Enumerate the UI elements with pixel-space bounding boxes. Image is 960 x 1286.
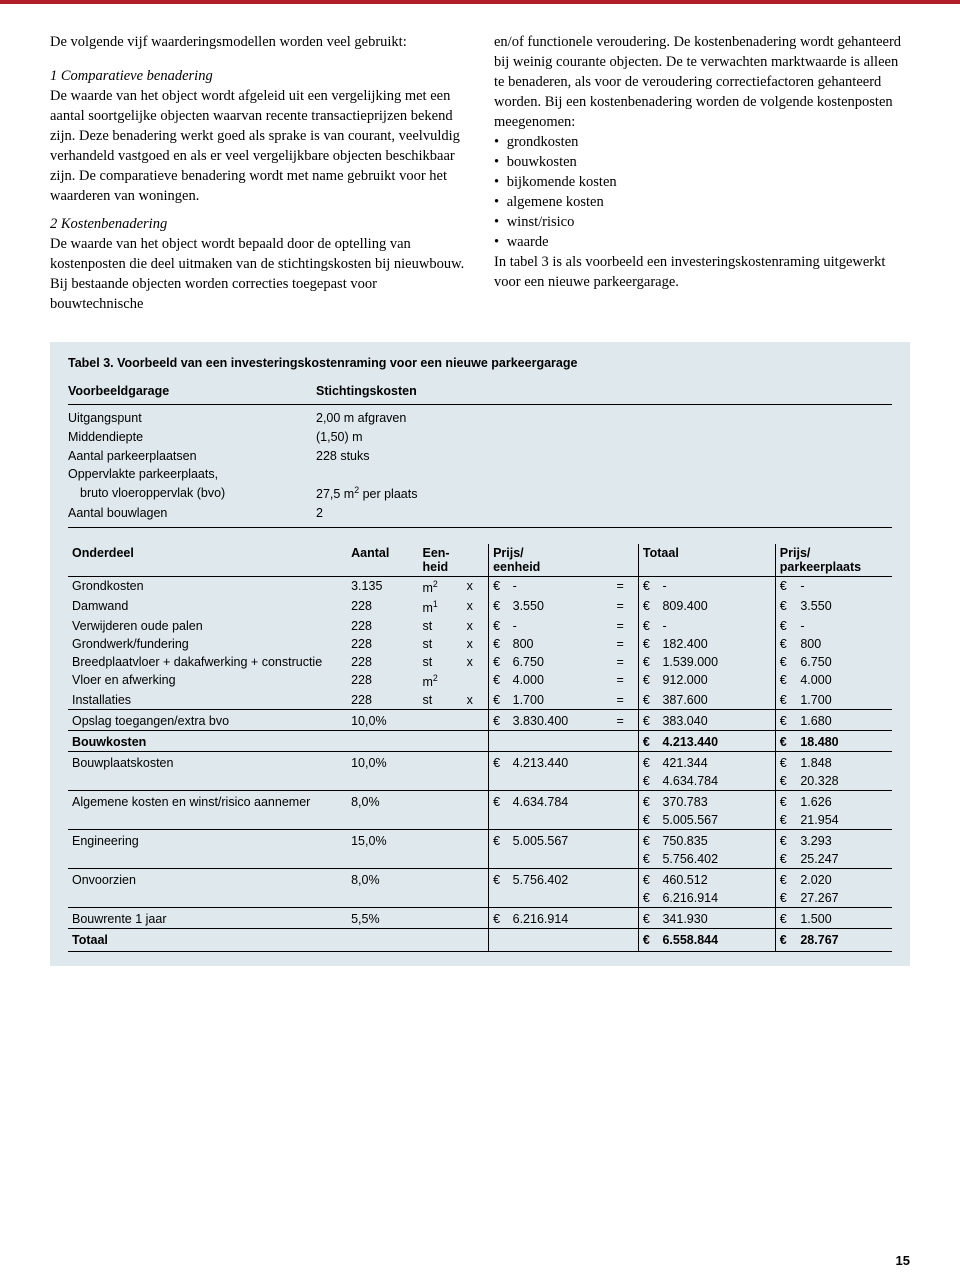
right-p2: In tabel 3 is als voorbeeld een invester…	[494, 252, 910, 292]
assump-value: 2,00 m afgraven	[316, 409, 406, 428]
assump-value: 228 stuks	[316, 447, 370, 466]
table-row: Engineering15,0%€5.005.567€750.835€3.293	[68, 830, 892, 851]
assump-label: Aantal parkeerplaatsen	[68, 447, 316, 466]
bullet-item: bijkomende kosten	[494, 172, 910, 192]
hdr-pp: Prijs/parkeerplaats	[775, 544, 892, 577]
body-columns: De volgende vijf waarderingsmodellen wor…	[50, 32, 910, 314]
hdr-eenheid: Een-heid	[419, 544, 489, 577]
bullet-item: algemene kosten	[494, 192, 910, 212]
bullet-item: waarde	[494, 232, 910, 252]
table-row-sub: €4.634.784€20.328	[68, 772, 892, 791]
assump-label: Aantal bouwlagen	[68, 504, 316, 523]
table-row: Bouwplaatskosten10,0%€4.213.440€421.344€…	[68, 752, 892, 773]
table-row-sub: €5.756.402€25.247	[68, 850, 892, 869]
right-p1: en/of functionele veroudering. De kosten…	[494, 32, 910, 132]
table-row: Verwijderen oude palen228stx€-=€-€-	[68, 617, 892, 635]
hdr-onderdeel: Onderdeel	[68, 544, 347, 577]
section2-heading: 2 Kostenbenadering	[50, 216, 167, 232]
left-column: De volgende vijf waarderingsmodellen wor…	[50, 32, 466, 314]
right-column: en/of functionele veroudering. De kosten…	[494, 32, 910, 314]
section2-body: De waarde van het object wordt bepaald d…	[50, 236, 464, 312]
cost-header-row: Onderdeel Aantal Een-heid Prijs/eenheid …	[68, 544, 892, 577]
table-row: Breedplaatvloer + dakafwerking + constru…	[68, 653, 892, 671]
hdr-prijs: Prijs/eenheid	[489, 544, 639, 577]
assump-label-indent: bruto vloeroppervlak (bvo)	[68, 484, 316, 504]
table-title: Tabel 3. Voorbeeld van een investeringsk…	[68, 356, 892, 370]
bullet-item: grondkosten	[494, 132, 910, 152]
table-row: Grondwerk/fundering228stx€800=€182.400€8…	[68, 635, 892, 653]
table-row: Damwand228m1x€3.550=€809.400€3.550	[68, 597, 892, 617]
subhead-right: Stichtingskosten	[316, 384, 417, 398]
assumptions-block: Uitgangspunt2,00 m afgraven Middendiepte…	[68, 409, 892, 523]
section1-heading: 1 Comparatieve benadering	[50, 68, 213, 84]
bullet-item: bouwkosten	[494, 152, 910, 172]
table-row: Algemene kosten en winst/risico aannemer…	[68, 791, 892, 812]
bullet-list: grondkosten bouwkosten bijkomende kosten…	[494, 132, 910, 252]
table-row: Grondkosten3.135m2x€-=€-€-	[68, 577, 892, 597]
table-row-totaal: Totaal€6.558.844€28.767	[68, 929, 892, 952]
table-row: Onvoorzien8,0%€5.756.402€460.512€2.020	[68, 869, 892, 890]
subhead-left: Voorbeeldgarage	[68, 384, 316, 398]
table-row-bouwkosten: Bouwkosten€4.213.440€18.480	[68, 731, 892, 752]
table-row: Installaties228stx€1.700=€387.600€1.700	[68, 691, 892, 710]
hdr-totaal: Totaal	[638, 544, 775, 577]
page-content: De volgende vijf waarderingsmodellen wor…	[0, 4, 960, 966]
intro-text: De volgende vijf waarderingsmodellen wor…	[50, 32, 466, 52]
table-row: Bouwrente 1 jaar5,5%€6.216.914€341.930€1…	[68, 908, 892, 929]
assump-value: 2	[316, 504, 323, 523]
bullet-item: winst/risico	[494, 212, 910, 232]
assump-label: Uitgangspunt	[68, 409, 316, 428]
assump-label: Middendiepte	[68, 428, 316, 447]
table-row-sub: €6.216.914€27.267	[68, 889, 892, 908]
table-row-sub: €5.005.567€21.954	[68, 811, 892, 830]
page-number: 15	[896, 1253, 910, 1268]
section1-body: De waarde van het object wordt afgeleid …	[50, 88, 460, 204]
table-row: Vloer en afwerking228m2€4.000=€912.000€4…	[68, 671, 892, 691]
table-3-wrapper: Tabel 3. Voorbeeld van een investeringsk…	[50, 342, 910, 966]
assump-value: (1,50) m	[316, 428, 363, 447]
table-row: Opslag toegangen/extra bvo10,0%€3.830.40…	[68, 710, 892, 731]
cost-table: Onderdeel Aantal Een-heid Prijs/eenheid …	[68, 544, 892, 952]
sub-heading-row: Voorbeeldgarage Stichtingskosten	[68, 384, 892, 398]
assump-label: Oppervlakte parkeerplaats,	[68, 465, 316, 484]
assump-value: 27,5 m2 per plaats	[316, 484, 417, 504]
hdr-aantal: Aantal	[347, 544, 418, 577]
